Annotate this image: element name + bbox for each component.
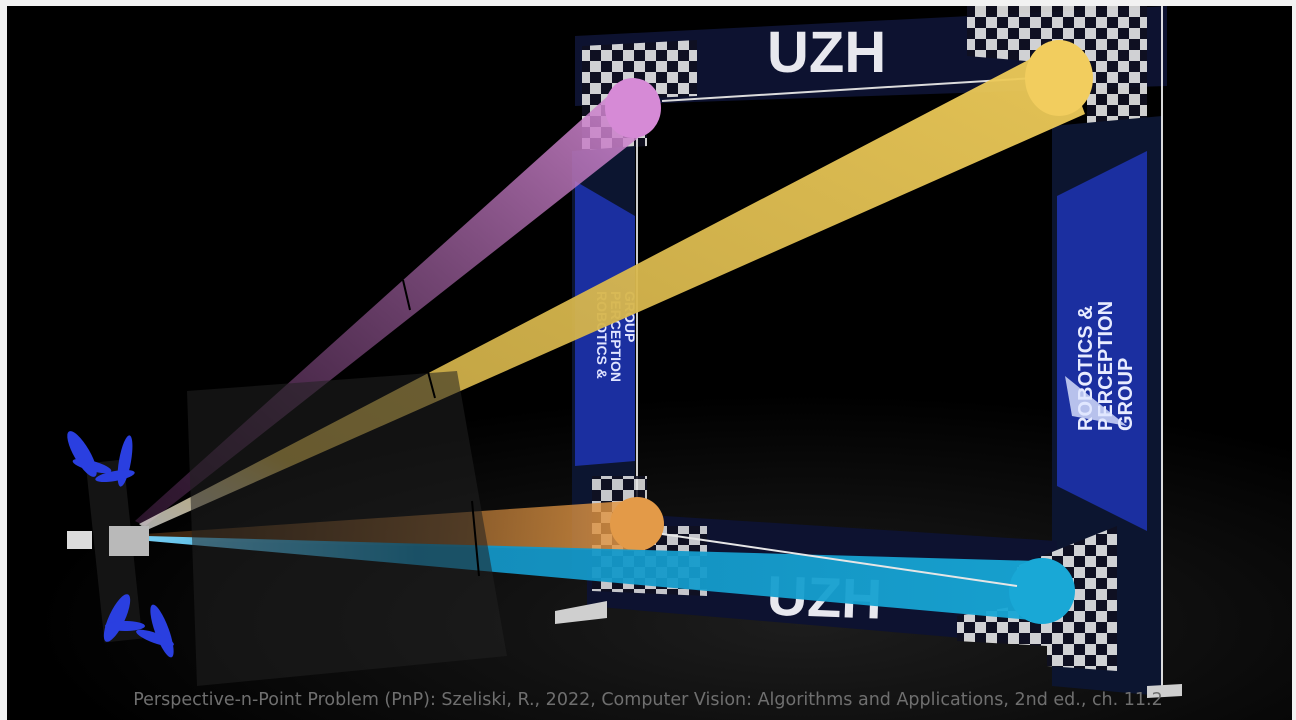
propeller-top-left bbox=[67, 431, 112, 477]
propeller-bottom-left bbox=[103, 594, 145, 642]
pink-point bbox=[605, 78, 661, 138]
citation-caption: Perspective-n-Point Problem (PnP): Szeli… bbox=[133, 690, 1163, 710]
propeller-bottom-right bbox=[136, 604, 174, 658]
right-logo-line3: GROUP bbox=[1115, 358, 1137, 431]
propeller-top-right bbox=[95, 435, 135, 487]
quadrotor-drone bbox=[67, 431, 174, 658]
gate-right-blue-panel bbox=[1057, 151, 1147, 531]
right-logo-icon bbox=[1065, 376, 1127, 426]
orange-point bbox=[610, 497, 664, 551]
pnp-scene: UZH ROBOTICS & PERCEPTION GROUP ROBOTICS… bbox=[7, 6, 1292, 720]
cyan-point bbox=[1009, 558, 1075, 624]
gate-right-foot bbox=[1147, 684, 1182, 698]
drone-camera bbox=[109, 526, 149, 556]
gate-banner-top-text: UZH bbox=[767, 20, 886, 85]
checker-top-right bbox=[967, 6, 1147, 131]
gate-left-foot bbox=[555, 601, 607, 624]
image-plane bbox=[187, 371, 507, 686]
right-logo-line2: PERCEPTION bbox=[1095, 301, 1117, 431]
yellow-point bbox=[1025, 40, 1093, 116]
